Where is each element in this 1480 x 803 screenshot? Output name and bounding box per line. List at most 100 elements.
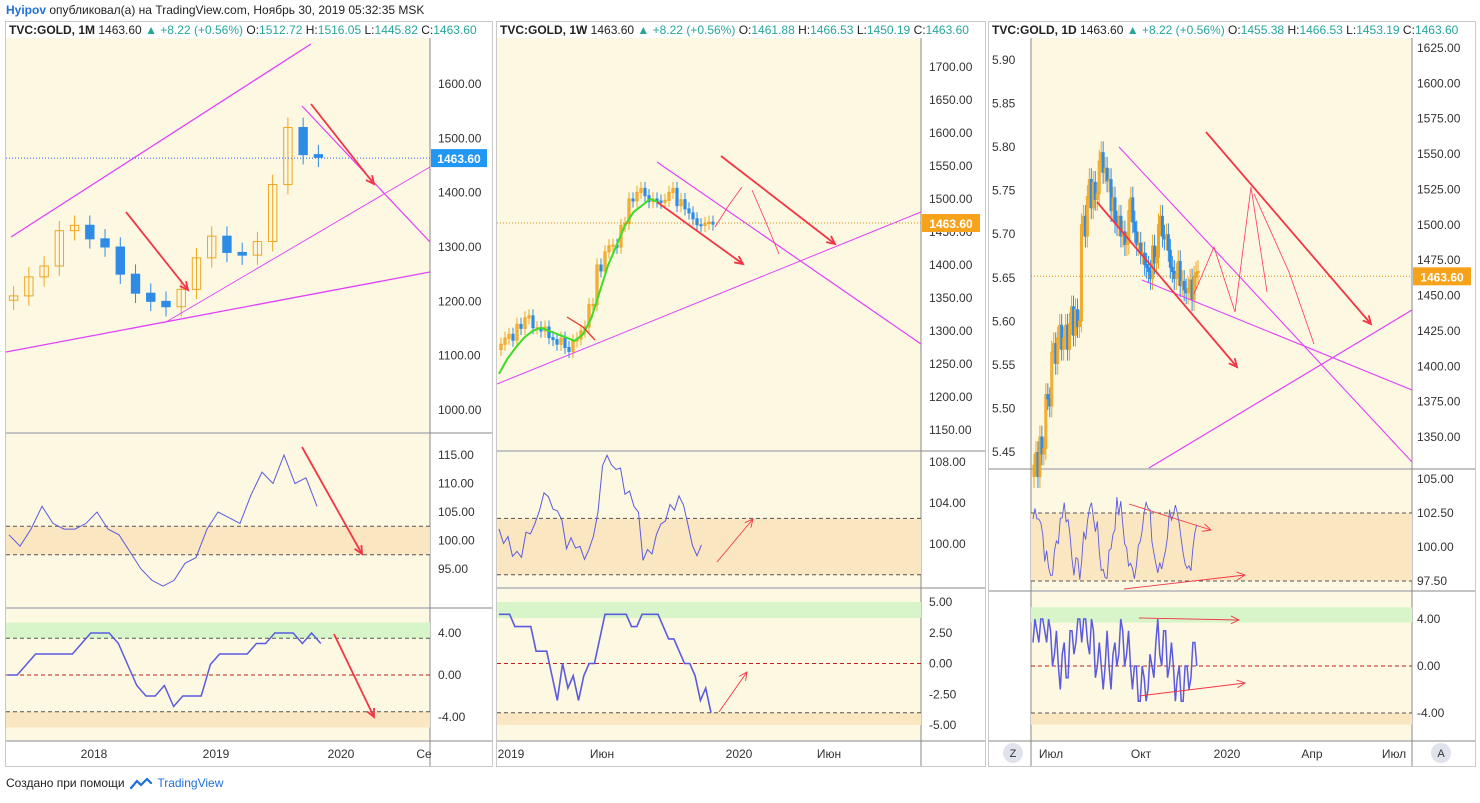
time-tick: Июл: [1039, 747, 1063, 761]
candle: [1060, 324, 1064, 350]
candle: [1135, 231, 1139, 246]
osc2-line: [1032, 618, 1198, 702]
candle: [695, 218, 699, 226]
osc1-line: [8, 453, 318, 587]
trendline: [1141, 279, 1413, 391]
time-tick: Июн: [817, 747, 841, 761]
candle: [1101, 152, 1105, 173]
chart-canvas-monthly[interactable]: 1600.00 1500.00 1400.00 1300.00 1200.00 1100.…: [6, 22, 493, 767]
osc2-line: [499, 613, 712, 713]
osc1-tick: 105.00: [438, 505, 475, 519]
time-tick: 2020: [726, 747, 753, 761]
chart-canvas-weekly[interactable]: 1700.001650.001600.001550.001500.001450.…: [497, 22, 986, 767]
author-name[interactable]: Hyipov: [6, 3, 47, 17]
candle: [503, 337, 507, 345]
ema-line: [498, 197, 659, 375]
osc2-tick: -5.00: [929, 718, 957, 732]
ema-red: [566, 316, 596, 341]
projection: [751, 189, 780, 255]
candle: [1079, 224, 1083, 322]
candle: [1109, 179, 1113, 212]
osc2-tick: 4.00: [1417, 612, 1441, 626]
candle: [519, 323, 523, 329]
left-tick: 5.80: [992, 140, 1016, 154]
candle: [54, 230, 65, 267]
candle: [1075, 309, 1079, 328]
price-tick: 1600.00: [1417, 76, 1461, 90]
arrow-head: [1228, 358, 1239, 369]
candle: [207, 235, 217, 259]
candle: [511, 333, 515, 341]
zoom-button[interactable]: [1003, 743, 1023, 763]
osc1-tick: 108.00: [929, 455, 966, 469]
time-tick: 2019: [203, 747, 230, 761]
osc2-tick: 0.00: [929, 657, 953, 671]
candle: [1113, 197, 1117, 223]
footer-brand[interactable]: TradingView: [157, 776, 224, 790]
osc1-tick: 100.00: [438, 534, 475, 548]
osc-band: [497, 602, 921, 618]
chart-legend: TVC:GOLD, 1M 1463.60 ▲ +8.22 (+0.56%) O:…: [9, 23, 477, 37]
price-tick: 1250.00: [929, 357, 973, 371]
candle: [1062, 337, 1066, 350]
left-tick: 5.85: [992, 97, 1016, 111]
arrow-head: [1236, 679, 1247, 689]
chart-panel-monthly[interactable]: TVC:GOLD, 1M 1463.60 ▲ +8.22 (+0.56%) O:…: [5, 21, 493, 767]
candle: [599, 264, 603, 272]
candle: [130, 273, 141, 294]
candle: [1123, 231, 1127, 246]
candle: [1040, 436, 1044, 455]
price-tick: 1150.00: [929, 423, 972, 437]
price-badge-label: 1463.60: [437, 152, 481, 166]
chart-panel-daily[interactable]: TVC:GOLD, 1D 1463.60 ▲ +8.22 (+0.56%) O:…: [988, 21, 1476, 767]
candle: [222, 235, 232, 253]
left-tick: 5.70: [992, 227, 1016, 241]
candle: [595, 264, 599, 306]
candle: [161, 300, 171, 308]
candle: [683, 199, 687, 210]
candle: [1156, 224, 1160, 258]
arrow-head: [354, 544, 364, 556]
candle: [559, 337, 563, 345]
price-pane-bg: [1031, 38, 1412, 468]
arrow: [333, 633, 375, 718]
candle: [1119, 215, 1123, 237]
osc-band: [1031, 607, 1412, 623]
arrow: [310, 103, 375, 185]
candle: [1085, 196, 1089, 237]
auto-scale-button[interactable]: [1431, 743, 1451, 763]
arrow: [301, 446, 363, 555]
price-tick: 1400.00: [438, 186, 482, 200]
candle: [191, 257, 202, 290]
candle: [607, 245, 611, 253]
candle: [639, 187, 643, 193]
time-tick: Окт: [1131, 747, 1152, 761]
candle: [1093, 181, 1097, 200]
osc2-tick: 0.00: [438, 668, 462, 682]
publish-header: Hyipov опубликовал(а) на TradingView.com…: [6, 3, 424, 19]
candle: [1170, 266, 1174, 272]
arrow-head: [1202, 523, 1212, 532]
osc1-line: [498, 454, 702, 561]
chart-canvas-daily[interactable]: 5.90 5.85 5.80 5.75 5.70 5.65 5.60 5.55 5.50 5.45…: [989, 22, 1476, 767]
chart-panel-weekly[interactable]: TVC:GOLD, 1W 1463.60 ▲ +8.22 (+0.56%) O:…: [496, 21, 986, 767]
osc2-tick: -2.50: [929, 687, 957, 701]
candle: [691, 212, 695, 220]
osc-band: [6, 526, 430, 555]
zoom-button-label: Z: [1010, 748, 1017, 760]
price-tick: 1400.00: [929, 258, 973, 272]
candle: [1186, 287, 1190, 294]
arrow-head: [1362, 315, 1373, 326]
candle: [1194, 272, 1198, 278]
price-tick: 1500.00: [929, 192, 973, 206]
osc1-tick: 95.00: [438, 562, 468, 576]
publish-info: опубликовал(а) на TradingView.com, Ноябр…: [49, 3, 425, 17]
auto-scale-label: A: [1437, 748, 1445, 760]
candle: [146, 292, 156, 302]
candle: [551, 337, 555, 341]
trendline: [1148, 309, 1413, 469]
price-pane-bg: [6, 38, 430, 432]
price-badge-label: 1463.60: [929, 217, 973, 231]
osc2-tick: 4.00: [438, 626, 462, 640]
arrow-head: [365, 175, 376, 186]
